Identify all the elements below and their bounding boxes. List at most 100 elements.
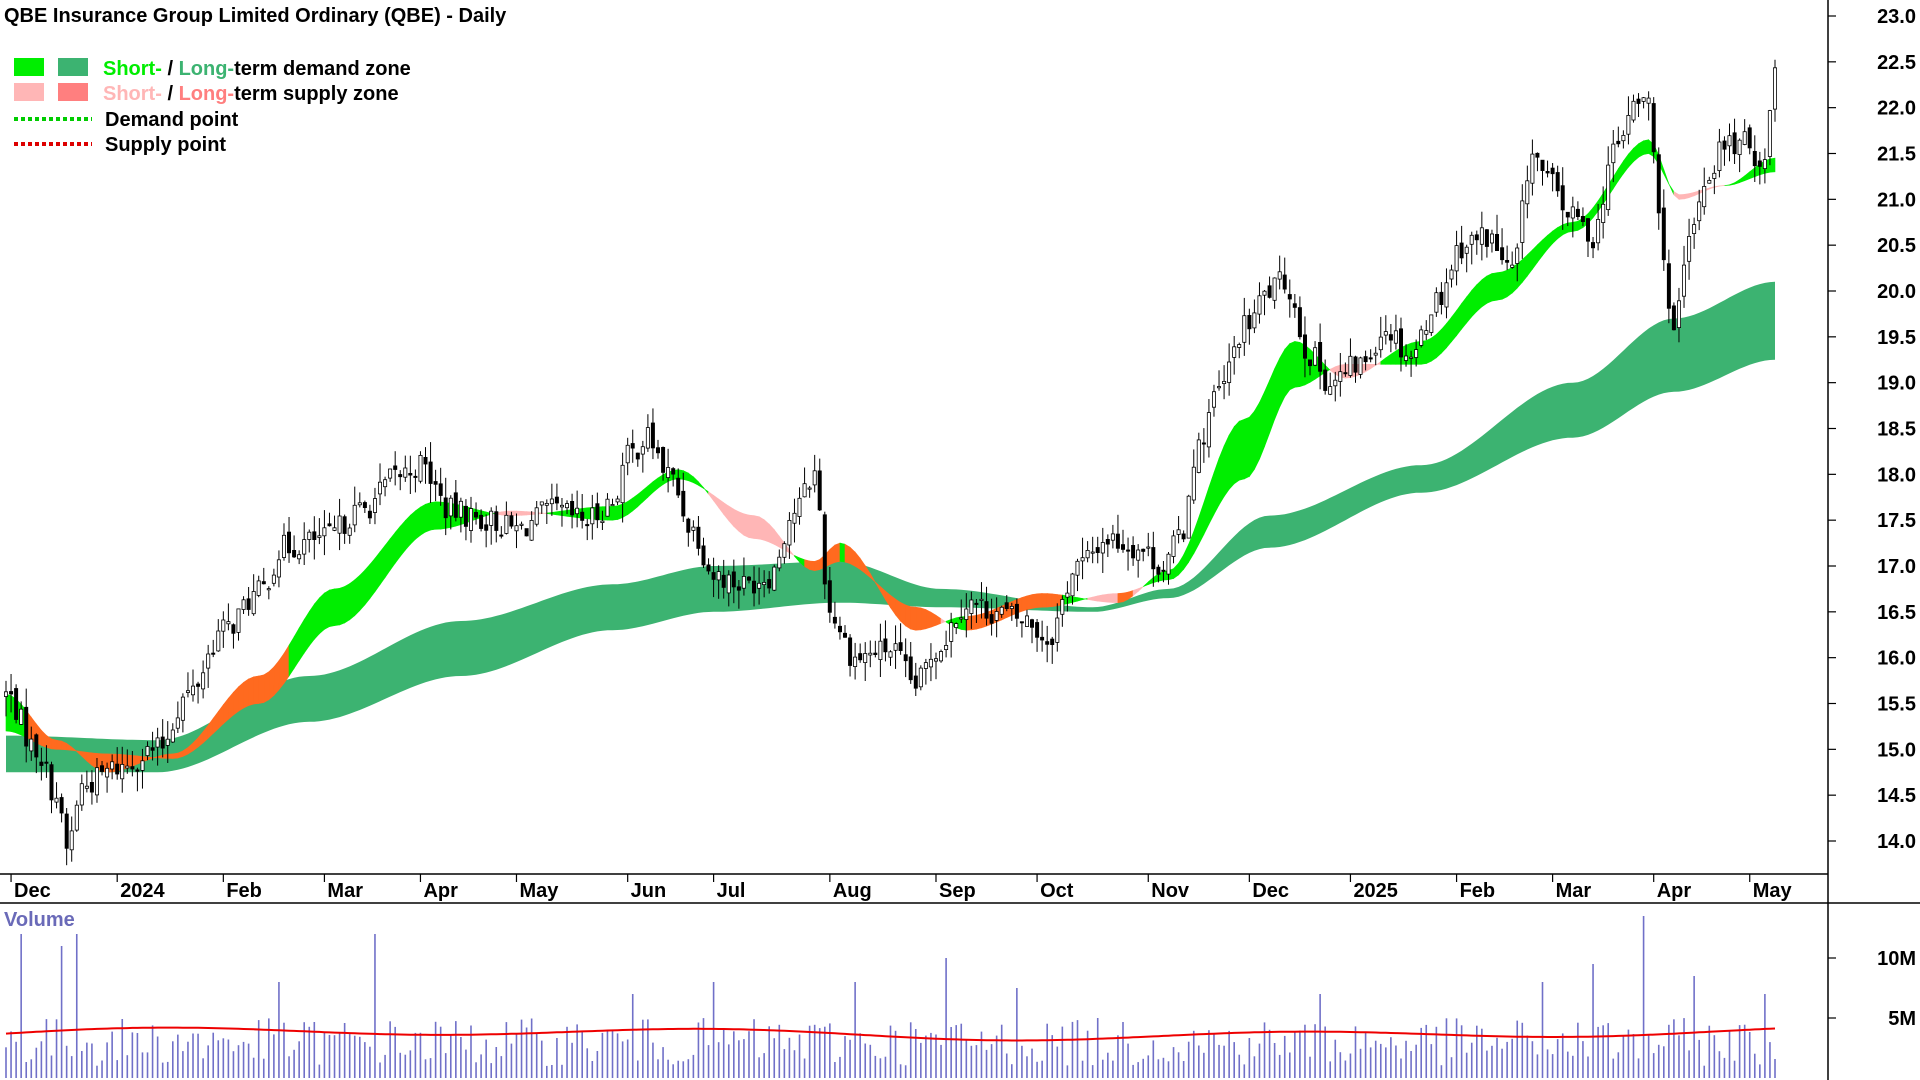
candle-body [246,598,251,610]
candle-body [337,515,342,534]
short-term-zone-segment [1511,263,1518,294]
candle-body [832,616,837,624]
candle-body [549,498,554,505]
short-term-zone-segment [1769,157,1776,173]
legend: Short- / Long-term demand zone Short- / … [14,58,411,156]
candle-body [509,515,514,527]
short-term-zone-segment [253,675,260,705]
short-term-zone-segment [1436,328,1442,359]
candle-body [1131,545,1136,559]
candle-body [433,481,438,485]
candle-body [650,422,655,449]
short-term-zone-segment [1137,586,1144,593]
short-term-zone-segment [409,510,416,546]
candle-body [676,477,681,496]
candle-body [448,497,453,517]
candle-body [185,690,190,693]
short-term-zone-segment [976,613,982,630]
candle-body [130,766,135,770]
candle-body [1070,573,1075,597]
candle-body [777,556,782,569]
candle-body [797,497,802,517]
short-term-zone-segment [1284,342,1291,398]
candle-body [1702,185,1707,208]
candle-body [1343,372,1348,375]
candle-body [514,525,519,532]
short-term-zone-segment [394,525,401,565]
candle-body [468,508,473,531]
candle-body [838,625,843,633]
short-term-zone-segment [809,560,816,571]
candle-body [974,602,979,605]
candle-body [757,582,762,589]
short-term-zone-segment [349,579,356,621]
candle-body [241,599,246,610]
short-term-zone-segment [132,755,138,767]
candle-body [383,479,388,488]
x-tick-label: Apr [423,880,458,902]
candle-body [1045,641,1050,645]
short-term-zone-segment [1031,593,1038,609]
candle-body [883,638,888,653]
candle-body [767,579,772,589]
candle-body [54,797,59,803]
legend-demand-rest: term demand zone [234,58,411,80]
short-term-zone-segment [435,501,442,530]
short-term-zone-segment [248,676,254,707]
y-tick-label: 19.5 [1877,327,1916,349]
candle-body [266,588,271,591]
candle-body [1393,330,1398,344]
short-term-zone-segment [1289,340,1296,391]
candle-body [201,672,206,690]
candle-body [236,608,241,633]
candle-body [817,470,822,511]
short-term-zone-segment [839,542,846,563]
volume-label: Volume [4,909,75,931]
short-term-zone-segment [344,583,351,624]
candle-body [1272,277,1277,301]
short-term-zone-segment [500,510,507,516]
candle-body [1692,224,1697,235]
candle-body [731,571,736,588]
short-term-zone-segment [1496,271,1503,301]
legend-long-demand-swatch [58,58,88,76]
candle-body [984,601,989,619]
candle-body [1505,259,1510,263]
short-term-zone-segment [834,542,841,563]
candle-body [347,527,352,536]
candle-body [928,658,933,668]
short-term-zone-segment [425,502,431,533]
legend-demand-sep: / [162,58,179,80]
candle-body [1737,139,1742,155]
candle-body [1206,412,1211,448]
candle-body [1616,140,1621,145]
candle-body [1388,334,1393,341]
candle-body [979,598,984,601]
candle-body [74,804,79,831]
candle-body [110,761,115,770]
candle-body [620,464,625,504]
candle-body [918,667,923,688]
candle-body [640,446,645,455]
short-term-zone-segment [612,505,618,521]
short-term-zone-segment [1431,333,1437,362]
short-term-zone-segment [1233,420,1240,485]
x-tick-label: Aug [833,880,872,902]
short-term-zone-segment [319,592,325,635]
candle-body [1419,329,1424,346]
candle-body [1126,549,1131,552]
candle-body [1242,315,1247,343]
candle-body [1060,599,1065,615]
short-term-zone-segment [1238,418,1245,481]
candle-body [1762,159,1767,170]
candle-body [1677,300,1682,328]
candle-body [453,492,458,518]
candle-body [14,688,19,720]
candle-body [64,813,69,849]
candle-body [1682,264,1687,297]
candle-body [1550,167,1555,175]
candle-body [89,782,94,793]
y-tick-label: 14.0 [1877,831,1916,853]
short-term-zone-segment [334,587,340,626]
candle-body [1641,97,1646,102]
